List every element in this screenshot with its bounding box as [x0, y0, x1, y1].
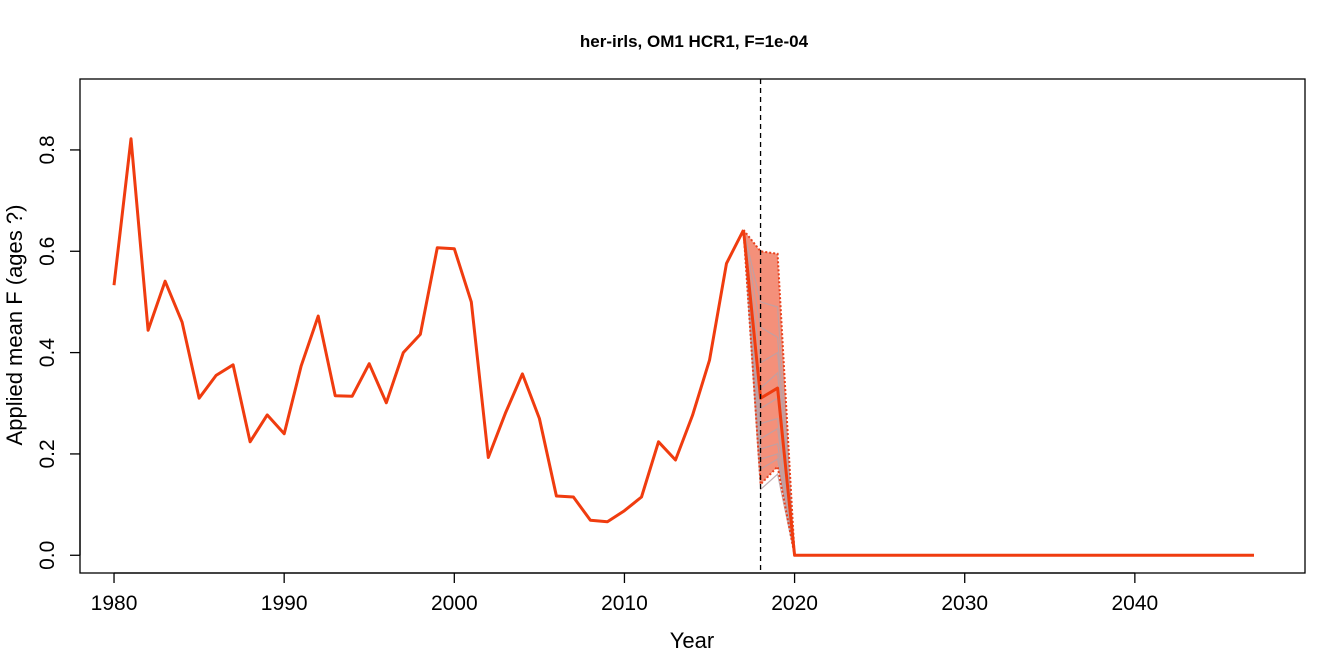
x-axis-label: Year	[670, 628, 714, 653]
x-tick-label: 2000	[431, 592, 478, 615]
y-tick-label: 0.0	[36, 541, 59, 570]
chart-title: her-irls, OM1 HCR1, F=1e-04	[580, 32, 809, 51]
x-tick-label: 1990	[261, 592, 308, 615]
y-tick-label: 0.6	[36, 237, 59, 266]
y-tick-label: 0.8	[36, 135, 59, 164]
y-tick-label: 0.4	[36, 338, 59, 368]
x-tick-label: 2030	[941, 592, 988, 615]
y-axis-label: Applied mean F (ages ?)	[2, 205, 27, 446]
y-tick-label: 0.2	[36, 439, 59, 468]
x-tick-label: 2020	[771, 592, 818, 615]
x-tick-label: 2040	[1112, 592, 1159, 615]
x-tick-label: 1980	[91, 592, 138, 615]
x-tick-label: 2010	[601, 592, 648, 615]
